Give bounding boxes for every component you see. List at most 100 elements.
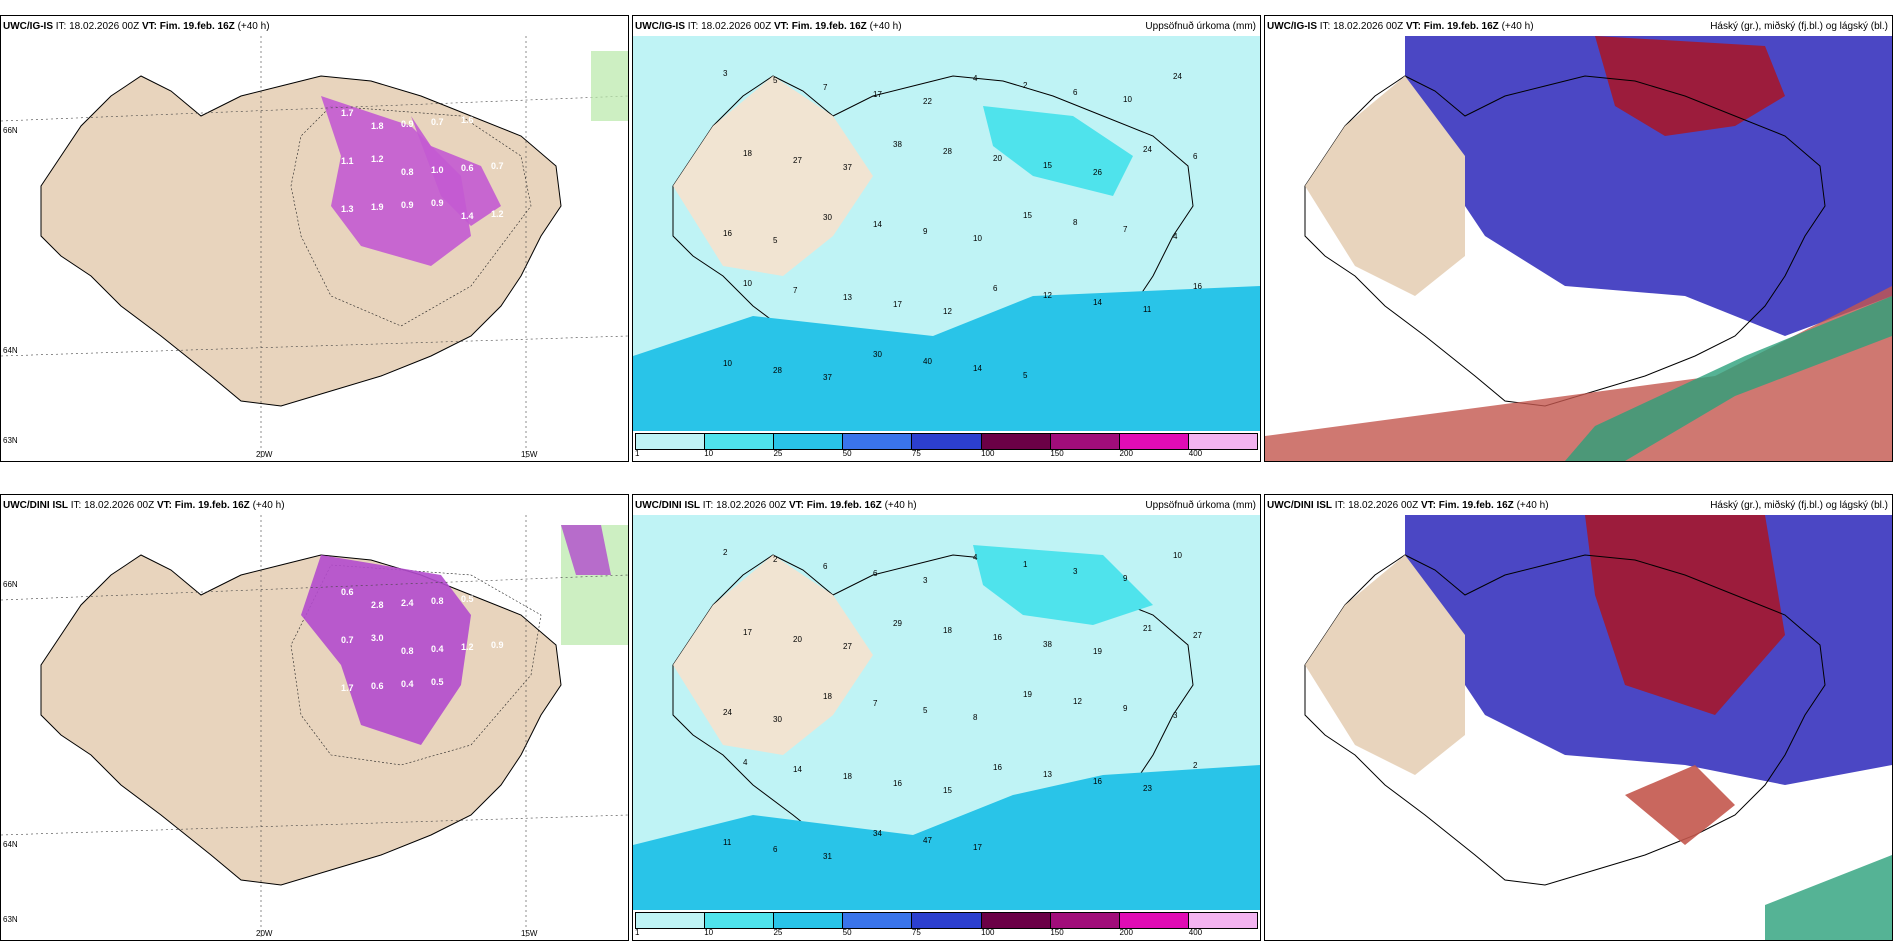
precip-rate-label: 1.7 [341,683,354,693]
legend-tick: 1 [635,928,640,937]
precip-amount: 9 [1123,574,1128,583]
precip-rate-label: 0.6 [341,587,354,597]
precip-amount: 6 [873,569,878,578]
precip-rate-label: 0.9 [491,640,504,650]
precip-amount: 10 [743,279,752,288]
precip-rate-label: 1.6 [461,115,474,125]
precip-amount: 4 [973,553,978,562]
legend-tick: 1 [635,449,640,458]
precip-amount: 37 [843,163,852,172]
legend-tick: 10 [704,928,714,937]
precip-rate-label: 1.3 [341,204,354,214]
precip-amount: 27 [1193,631,1202,640]
panel-header: UWC/IG-IS IT: 18.02.2026 00Z VT: Fim. 19… [3,21,270,32]
precip-amount: 37 [823,373,832,382]
precip-rate-label: 3.0 [371,633,384,643]
legend-tick: 10 [704,449,714,458]
precip-rate-label: 0.7 [491,161,504,171]
precip-amount: 17 [973,843,982,852]
precip-amount: 15 [943,786,952,795]
precip-rate-label: 1.9 [371,202,384,212]
precip-amount: 23 [1143,784,1152,793]
precip-amount: 3 [923,576,928,585]
precip-amount: 24 [723,708,732,717]
legend-tick: 25 [773,928,783,937]
precip-rate-label: 1.2 [461,642,474,652]
panel-precip-ig: UWC/IG-IS IT: 18.02.2026 00Z VT: Fim. 19… [632,15,1261,462]
legend-tick: 200 [1119,928,1133,937]
legend-tick: 50 [842,449,852,458]
precip-amount: 15 [1023,211,1032,220]
panel-header: UWC/IG-IS IT: 18.02.2026 00Z VT: Fim. 19… [635,21,1256,32]
precip-amount: 13 [843,293,852,302]
lon-label: 20W [256,450,273,459]
precip-amount: 14 [873,220,882,229]
precip-amount: 24 [1143,145,1152,154]
lat-label: 63N [3,436,18,445]
legend-tick: 100 [981,928,995,937]
legend-swatch [912,434,982,449]
precip-amount: 18 [943,626,952,635]
legend-tick: 75 [911,928,921,937]
precip-amount: 5 [923,706,928,715]
precip-rate-label: 0.8 [401,646,414,656]
precip-amount: 27 [843,642,852,651]
precip-amount: 9 [923,227,928,236]
legend-swatch [981,913,1051,928]
legend-tick: 150 [1050,928,1064,937]
precip-rate-label: 0.8 [431,596,444,606]
precip-amount: 18 [843,772,852,781]
precip-amount: 16 [993,633,1002,642]
legend-swatch [1188,913,1257,928]
precip-amount: 17 [893,300,902,309]
precip-legend: 1 10 25 50 75 100 150 200 400 [633,910,1260,940]
precip-amount: 4 [743,758,748,767]
precip-rate-label: 1.2 [491,209,504,219]
precip-amount: 5 [773,236,778,245]
legend-tick: 400 [1188,928,1203,937]
precip-amount: 14 [793,765,802,774]
lat-label: 66N [3,126,18,135]
legend-swatch [705,434,775,449]
legend-tick: 150 [1050,449,1064,458]
legend-swatch [1050,913,1120,928]
precip-amount: 16 [1193,282,1202,291]
precip-amount: 14 [1093,298,1102,307]
legend-tick: 100 [981,449,995,458]
precip-rate-label: 0.4 [401,679,414,689]
legend-tick: 75 [911,449,921,458]
precip-amount: 7 [823,83,828,92]
precip-amount: 6 [773,845,778,854]
precip-amount: 5 [773,76,778,85]
precip-amount: 34 [873,829,882,838]
precip-amount: 10 [1173,551,1182,560]
lat-label: 64N [3,840,18,849]
panel-header: UWC/DINI ISL IT: 18.02.2026 00Z VT: Fim.… [1267,500,1888,511]
precip-map: 2 2 6 6 3 4 1 3 9 10 17 20 27 29 18 16 38 19 21 27 24 30 18 7 5 8… [633,515,1260,910]
precip-amount: 16 [993,763,1002,772]
precip-amount: 9 [1123,704,1128,713]
precip-map: 3 5 7 17 22 4 2 6 10 24 18 27 37 38 28 20 15 26 24 6 16 5 30 14… [633,36,1260,431]
precip-amount: 10 [973,234,982,243]
precip-amount: 2 [1193,761,1198,770]
precip-amount: 4 [973,74,978,83]
precip-amount: 30 [823,213,832,222]
panel-cloud-dini: UWC/DINI ISL IT: 18.02.2026 00Z VT: Fim.… [1264,494,1893,941]
legend-swatch [912,913,982,928]
precip-rate-label: 0.5 [491,113,504,123]
precip-amount: 47 [923,836,932,845]
precip-rate-label: 0.9 [401,119,414,129]
precip-amount: 11 [1143,305,1152,314]
legend-swatch [774,913,844,928]
legend-tick: 25 [773,449,783,458]
precip-rate-label: 1.7 [341,108,354,118]
precip-rate-label: 0.5 [431,677,444,687]
lat-label: 66N [3,580,18,589]
precip-rate-label: 0.7 [431,117,444,127]
precip-amount: 38 [893,140,902,149]
panel-header: UWC/DINI ISL IT: 18.02.2026 00Z VT: Fim.… [635,500,1256,511]
precip-amount: 18 [743,149,752,158]
precip-amount: 2 [723,548,728,557]
precip-amount: 7 [1123,225,1128,234]
precip-amount: 6 [1193,152,1198,161]
